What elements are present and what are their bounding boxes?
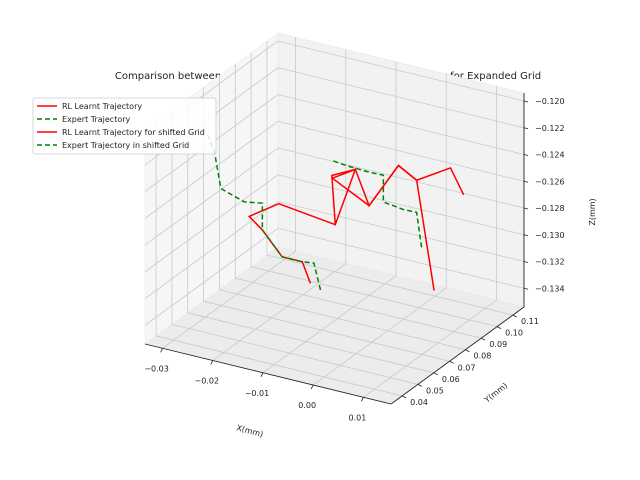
series-line-2 — [206, 134, 322, 291]
x-tick-label: −0.02 — [195, 377, 220, 386]
z-grid-line — [144, 147, 525, 246]
x-axis-label: X(mm) — [235, 423, 264, 439]
tick-labels: −0.03 −0.02 −0.01 0.00 0.01 0.04 0.05 0.06 0.07 0… — [144, 97, 564, 422]
x-grid-line — [262, 61, 397, 374]
y-tick-label: 0.06 — [442, 375, 460, 384]
z-grid-line — [144, 174, 525, 273]
legend: RL Learnt Trajectory Expert Trajectory RL … — [32, 97, 217, 155]
series-line-3 — [334, 164, 435, 291]
y-tick-mark — [512, 314, 518, 318]
y-tick-mark — [401, 395, 407, 399]
z-tick-label: −0.120 — [535, 97, 565, 106]
z-grid-line — [144, 201, 525, 299]
x-tick-label: 0.01 — [348, 413, 366, 422]
y-tick-label: 0.05 — [426, 386, 444, 395]
x-tick-label: −0.01 — [245, 389, 270, 398]
z-tick-label: −0.124 — [535, 151, 565, 160]
z-tick-label: −0.128 — [535, 204, 565, 213]
z-tick-label: −0.132 — [535, 258, 565, 267]
z-grid-line — [144, 120, 525, 219]
z-tick-mark — [523, 180, 529, 183]
legend-entry: RL Learnt Trajectory for shifted Grid — [62, 128, 205, 137]
x-grid-line — [212, 49, 347, 361]
y-grid-line — [234, 64, 482, 339]
z-tick-mark — [523, 100, 529, 103]
y-tick-mark — [481, 337, 486, 341]
x-tick-mark — [210, 360, 214, 365]
x-grid-line — [363, 86, 497, 398]
x-tick-mark — [310, 384, 314, 390]
z-tick-mark — [523, 127, 529, 130]
y-grid-line — [171, 110, 419, 385]
z-tick-mark — [523, 261, 529, 263]
y-grid-line — [250, 52, 498, 328]
axis-lines — [144, 93, 525, 405]
y-axis-label: Y(mm) — [482, 381, 509, 405]
grid-lines — [144, 37, 525, 398]
z-tick-label: −0.126 — [535, 177, 565, 186]
y-tick-label: 0.10 — [505, 329, 523, 338]
z-tick-label: −0.134 — [535, 284, 565, 293]
y-tick-label: 0.09 — [489, 340, 507, 349]
z-grid-line — [144, 94, 525, 192]
x-grid-line — [312, 74, 447, 386]
data-lines — [206, 134, 465, 291]
z-tick-mark — [523, 234, 529, 237]
z-tick-mark — [523, 287, 529, 290]
z-axis-label: Z(mm) — [588, 198, 597, 225]
y-grid-line — [219, 75, 466, 351]
x-tick-mark — [260, 372, 264, 377]
legend-entry: Expert Trajectory in shifted Grid — [62, 141, 189, 150]
z-tick-label: −0.122 — [535, 124, 565, 133]
x-tick-mark — [160, 348, 163, 353]
y-tick-label: 0.11 — [521, 317, 539, 326]
y-tick-label: 0.04 — [410, 398, 428, 407]
y-tick-label: 0.07 — [458, 363, 476, 372]
x-grid-line — [162, 37, 296, 349]
y-grid-line — [203, 87, 450, 362]
y-tick-mark — [496, 326, 502, 329]
y-tick-mark — [449, 360, 454, 364]
x-tick-label: 0.00 — [298, 401, 316, 410]
y-tick-mark — [465, 349, 470, 353]
z-tick-label: −0.130 — [535, 231, 565, 240]
series-line-4 — [333, 160, 423, 249]
y-tick-mark — [433, 372, 438, 376]
legend-entry: Expert Trajectory — [62, 115, 131, 124]
y-axis-line — [390, 306, 525, 405]
legend-box — [32, 97, 217, 155]
z-grid-line — [144, 227, 525, 326]
axes-panes — [144, 32, 525, 405]
y-tick-mark — [417, 384, 423, 387]
x-axis-line — [144, 343, 392, 405]
y-tick-label: 0.08 — [474, 352, 492, 361]
x-tick-mark — [361, 397, 364, 402]
z-tick-mark — [523, 154, 529, 156]
x-tick-label: −0.03 — [144, 364, 169, 373]
y-grid-line — [187, 98, 434, 374]
y-grid-line — [155, 121, 403, 397]
y-grid-line — [266, 41, 514, 316]
z-tick-mark — [523, 207, 529, 210]
legend-entry: RL Learnt Trajectory — [62, 102, 142, 111]
